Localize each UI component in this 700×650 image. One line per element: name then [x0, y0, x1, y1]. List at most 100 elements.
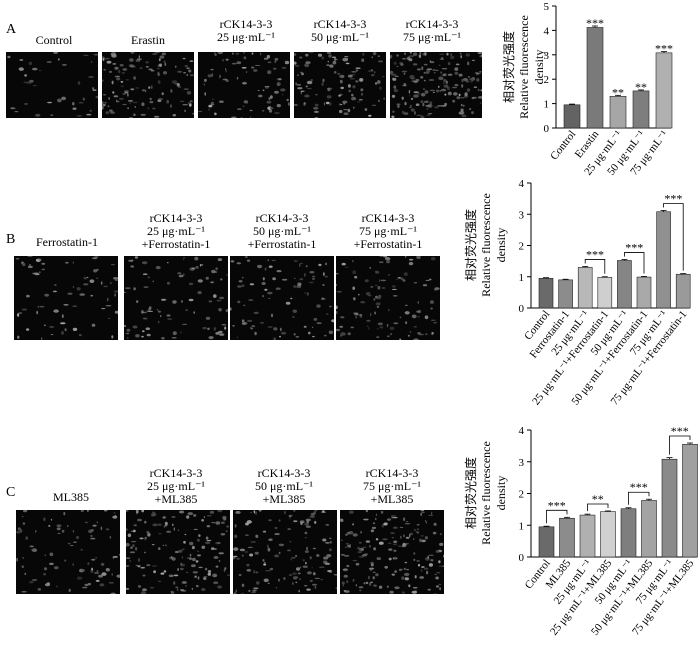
- cell: [368, 327, 370, 330]
- cell: [275, 587, 278, 589]
- cell: [347, 332, 351, 336]
- cell: [447, 73, 453, 76]
- cell: [375, 573, 379, 577]
- chart1-bracket-label-0: ***: [586, 247, 604, 261]
- cell: [427, 113, 433, 115]
- cell: [300, 91, 302, 95]
- cell: [133, 113, 136, 117]
- cell: [300, 71, 303, 73]
- cell: [181, 589, 187, 592]
- cell: [421, 66, 424, 70]
- cell: [215, 565, 219, 568]
- chart1-ytick-label: 0: [519, 303, 525, 315]
- cell: [120, 85, 124, 87]
- cell: [476, 78, 480, 82]
- cell: [37, 588, 42, 591]
- cell: [431, 511, 433, 516]
- cell: [323, 272, 325, 276]
- cell: [215, 332, 220, 335]
- cell: [410, 97, 414, 101]
- cell: [248, 299, 254, 301]
- cell: [103, 69, 106, 71]
- cell: [323, 557, 329, 560]
- cell: [133, 524, 137, 527]
- cell: [327, 60, 329, 63]
- cell: [171, 337, 177, 339]
- cell: [224, 326, 227, 330]
- cell: [326, 313, 329, 315]
- cell: [272, 277, 276, 281]
- cell: [426, 69, 431, 73]
- cell: [244, 256, 248, 258]
- cell: [72, 327, 78, 331]
- cell: [403, 72, 406, 75]
- cell: [274, 554, 280, 558]
- cell: [180, 331, 182, 334]
- cell: [293, 333, 296, 336]
- cell: [92, 89, 97, 91]
- cell: [290, 558, 292, 561]
- cell: [417, 563, 421, 567]
- cell: [366, 319, 371, 322]
- chart0-ylabel-1: Relative fluorescence: [517, 15, 531, 119]
- cell: [76, 115, 83, 117]
- cell: [171, 557, 176, 561]
- cell: [466, 88, 471, 92]
- cell: [134, 256, 139, 259]
- cell: [209, 510, 215, 514]
- chart1-ytick-label: 2: [519, 241, 525, 253]
- cell: [314, 117, 318, 118]
- cell: [34, 272, 39, 274]
- cell: [443, 82, 445, 85]
- cell: [182, 273, 185, 276]
- cell: [38, 70, 42, 71]
- cell: [256, 581, 260, 585]
- cell: [378, 60, 383, 63]
- chart2-ytick-label: 0: [519, 552, 525, 564]
- cell: [424, 315, 429, 320]
- cell: [193, 528, 198, 530]
- cell: [268, 265, 273, 268]
- cell: [341, 581, 345, 585]
- cell: [191, 267, 195, 270]
- cell: [358, 98, 363, 101]
- cell: [264, 561, 266, 564]
- cell: [337, 72, 341, 75]
- cell: [342, 100, 348, 104]
- cell: [292, 572, 297, 575]
- cell: [208, 336, 214, 340]
- cell: [393, 540, 398, 544]
- cell: [412, 63, 418, 66]
- cell: [18, 67, 24, 71]
- cell: [233, 555, 238, 558]
- cell: [95, 579, 100, 582]
- cell: [397, 277, 402, 279]
- cell: [411, 80, 417, 83]
- cell: [170, 104, 172, 108]
- cell: [243, 52, 245, 54]
- cell: [99, 583, 105, 587]
- cell: [428, 554, 434, 556]
- cell: [386, 259, 390, 264]
- cell: [210, 281, 214, 284]
- cell: [177, 568, 179, 571]
- cell: [22, 522, 26, 525]
- cell: [403, 517, 405, 521]
- cell: [109, 282, 112, 284]
- cell: [253, 569, 255, 574]
- micrograph-c-25: [126, 510, 230, 594]
- cell: [425, 279, 430, 281]
- cell: [164, 62, 167, 66]
- cell: [100, 526, 103, 531]
- cell: [417, 309, 422, 314]
- cell: [357, 551, 362, 553]
- cell: [270, 313, 274, 318]
- cell: [393, 549, 397, 552]
- cell: [194, 575, 197, 578]
- cell: [241, 277, 244, 279]
- cell: [112, 63, 117, 65]
- cell: [172, 114, 177, 117]
- micrograph-a-50: [294, 52, 386, 118]
- cell: [344, 56, 349, 58]
- cell: [197, 291, 202, 295]
